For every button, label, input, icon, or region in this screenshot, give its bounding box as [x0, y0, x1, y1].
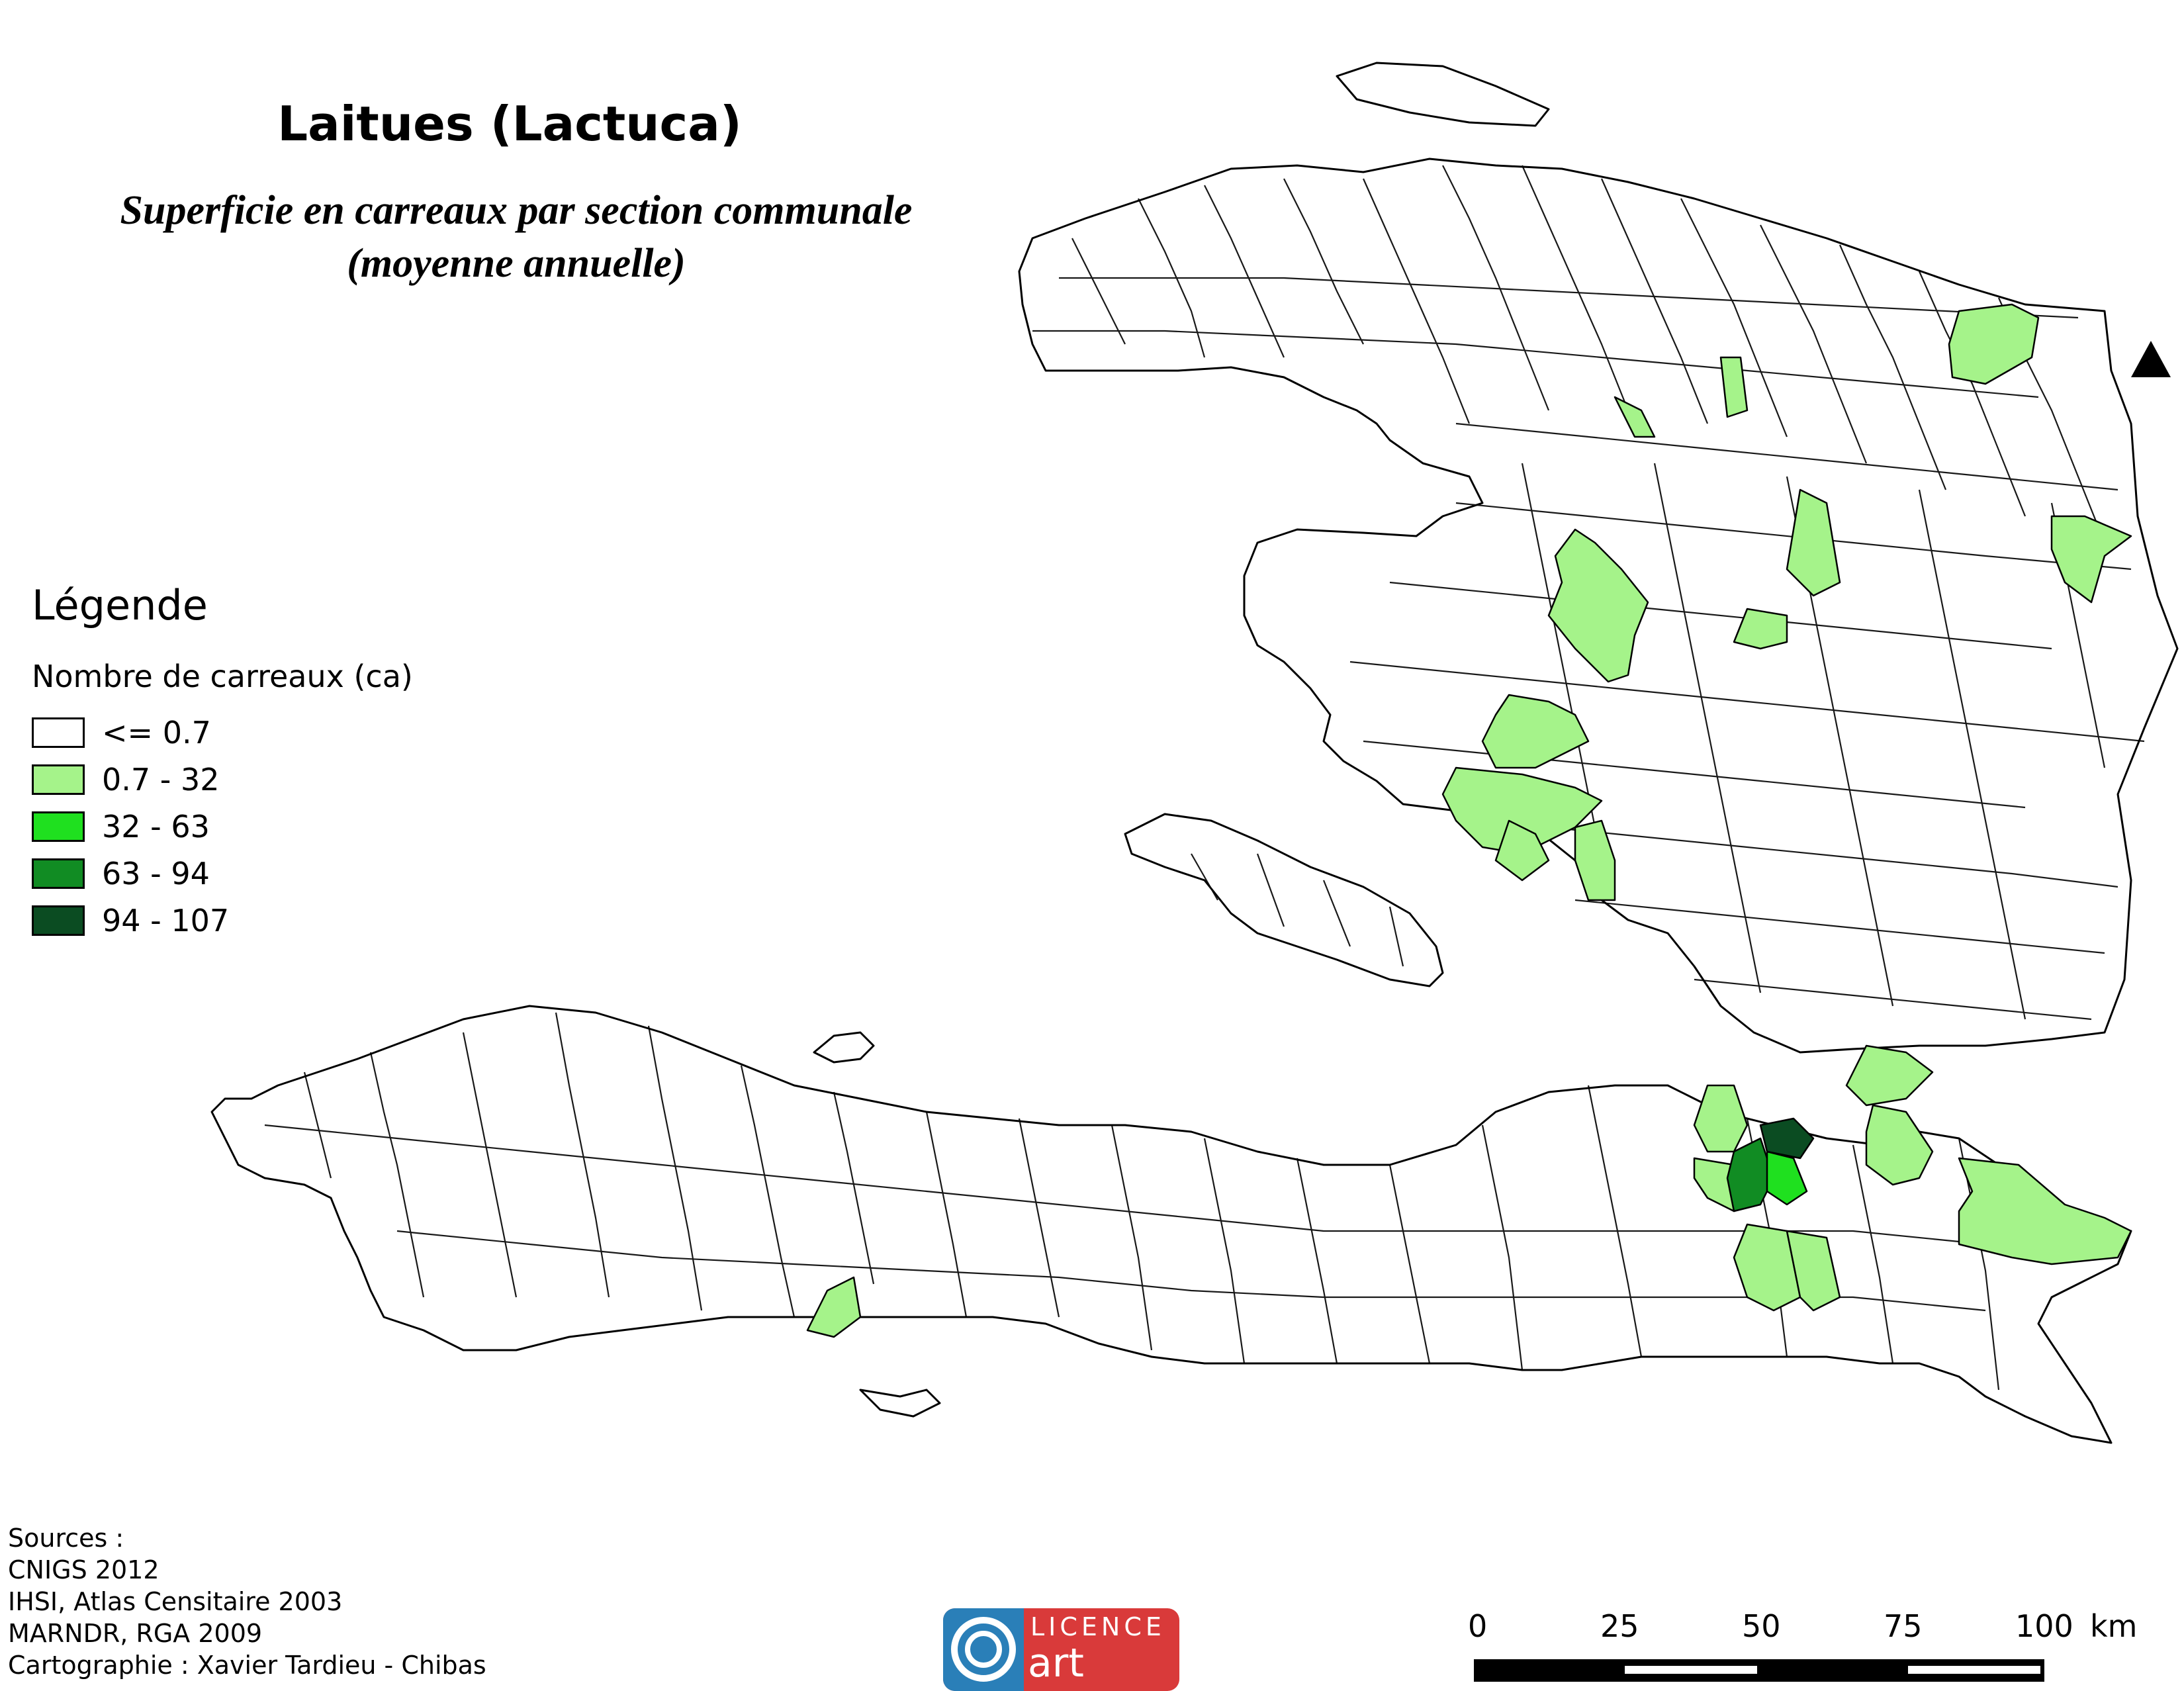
legend-label: 32 - 63: [102, 809, 210, 845]
sources-line: MARNDR, RGA 2009: [8, 1619, 263, 1648]
legend-item: 0.7 - 32: [32, 762, 220, 798]
section-class-1: [1693, 1084, 1749, 1153]
sources-line: IHSI, Atlas Censitaire 2003: [8, 1587, 343, 1616]
legend-item: 63 - 94: [32, 856, 210, 891]
map-title: Laitues (Lactuca): [277, 96, 742, 152]
map-subtitle-line1: Superficie en carreaux par section commu…: [120, 188, 913, 233]
section-class-1: [1865, 1104, 1934, 1186]
section-class-1: [1948, 303, 2040, 385]
section-class-1: [1574, 819, 1616, 901]
section-class-1: [1786, 1230, 1841, 1312]
sources-line: CNIGS 2012: [8, 1555, 159, 1584]
scale-bar: [1474, 1659, 2044, 1682]
section-class-1: [1786, 488, 1841, 597]
section-class-1: [1547, 528, 1649, 683]
legend-swatch: [32, 905, 85, 936]
section-class-1: [806, 1276, 862, 1338]
legend-swatch: [32, 764, 85, 795]
licence-art-libre-logo: LICENCE art libre: [943, 1608, 1179, 1691]
scale-tick-label: 50: [1742, 1608, 1781, 1644]
section-class-1: [1614, 396, 1656, 438]
legend-swatch: [32, 811, 85, 842]
sources-line: Sources :: [8, 1524, 124, 1553]
north-arrow-icon: [2131, 341, 2171, 377]
legend-title: Légende: [32, 581, 208, 629]
small-island: [859, 1389, 941, 1418]
map-subtitle-line2: (moyenne annuelle): [347, 241, 686, 286]
legend-swatch: [32, 858, 85, 889]
section-class-1: [1958, 1157, 2132, 1265]
scale-tick-label: 0: [1468, 1608, 1488, 1644]
section-class-1: [1719, 356, 1749, 418]
tortuga-island: [1336, 62, 1550, 127]
legend-label: 63 - 94: [102, 856, 210, 891]
gonave-island: [1124, 813, 1444, 987]
licence-top-text: LICENCE: [1030, 1612, 1165, 1641]
section-class-1: [1733, 608, 1788, 650]
scale-tick-label: 100: [2015, 1608, 2073, 1644]
section-class-4: [1759, 1117, 1815, 1160]
legend-label: 0.7 - 32: [102, 762, 220, 798]
licence-bottom-text: art libre: [1028, 1640, 1115, 1691]
scale-unit-label: km: [2090, 1608, 2138, 1644]
legend-label: <= 0.7: [102, 715, 211, 751]
mainland-south: [210, 1005, 2132, 1444]
sources-block: Sources : CNIGS 2012 IHSI, Atlas Censita…: [8, 1522, 486, 1681]
section-class-1: [1481, 694, 1590, 769]
sources-line: Cartographie : Xavier Tardieu - Chibas: [8, 1651, 486, 1680]
legend-swatch: [32, 717, 85, 748]
section-class-3: [1726, 1137, 1775, 1212]
section-class-1: [1441, 766, 1603, 855]
map-subtitle: Superficie en carreaux par section commu…: [40, 184, 993, 290]
section-boundaries: [264, 165, 2145, 1391]
small-island: [813, 1031, 875, 1064]
section-class-1: [1494, 819, 1550, 882]
section-class-1: [2050, 515, 2132, 604]
section-class-1: [1845, 1044, 1934, 1107]
legend-item: 32 - 63: [32, 809, 210, 845]
legend-subtitle: Nombre de carreaux (ca): [32, 659, 413, 694]
section-class-2: [1766, 1150, 1808, 1206]
licence-circle-icon: [943, 1608, 1024, 1691]
scale-tick-label: 25: [1600, 1608, 1639, 1644]
legend-label: 94 - 107: [102, 903, 230, 938]
legend-item: <= 0.7: [32, 715, 211, 751]
scale-tick-label: 75: [1884, 1608, 1923, 1644]
legend-item: 94 - 107: [32, 903, 230, 938]
